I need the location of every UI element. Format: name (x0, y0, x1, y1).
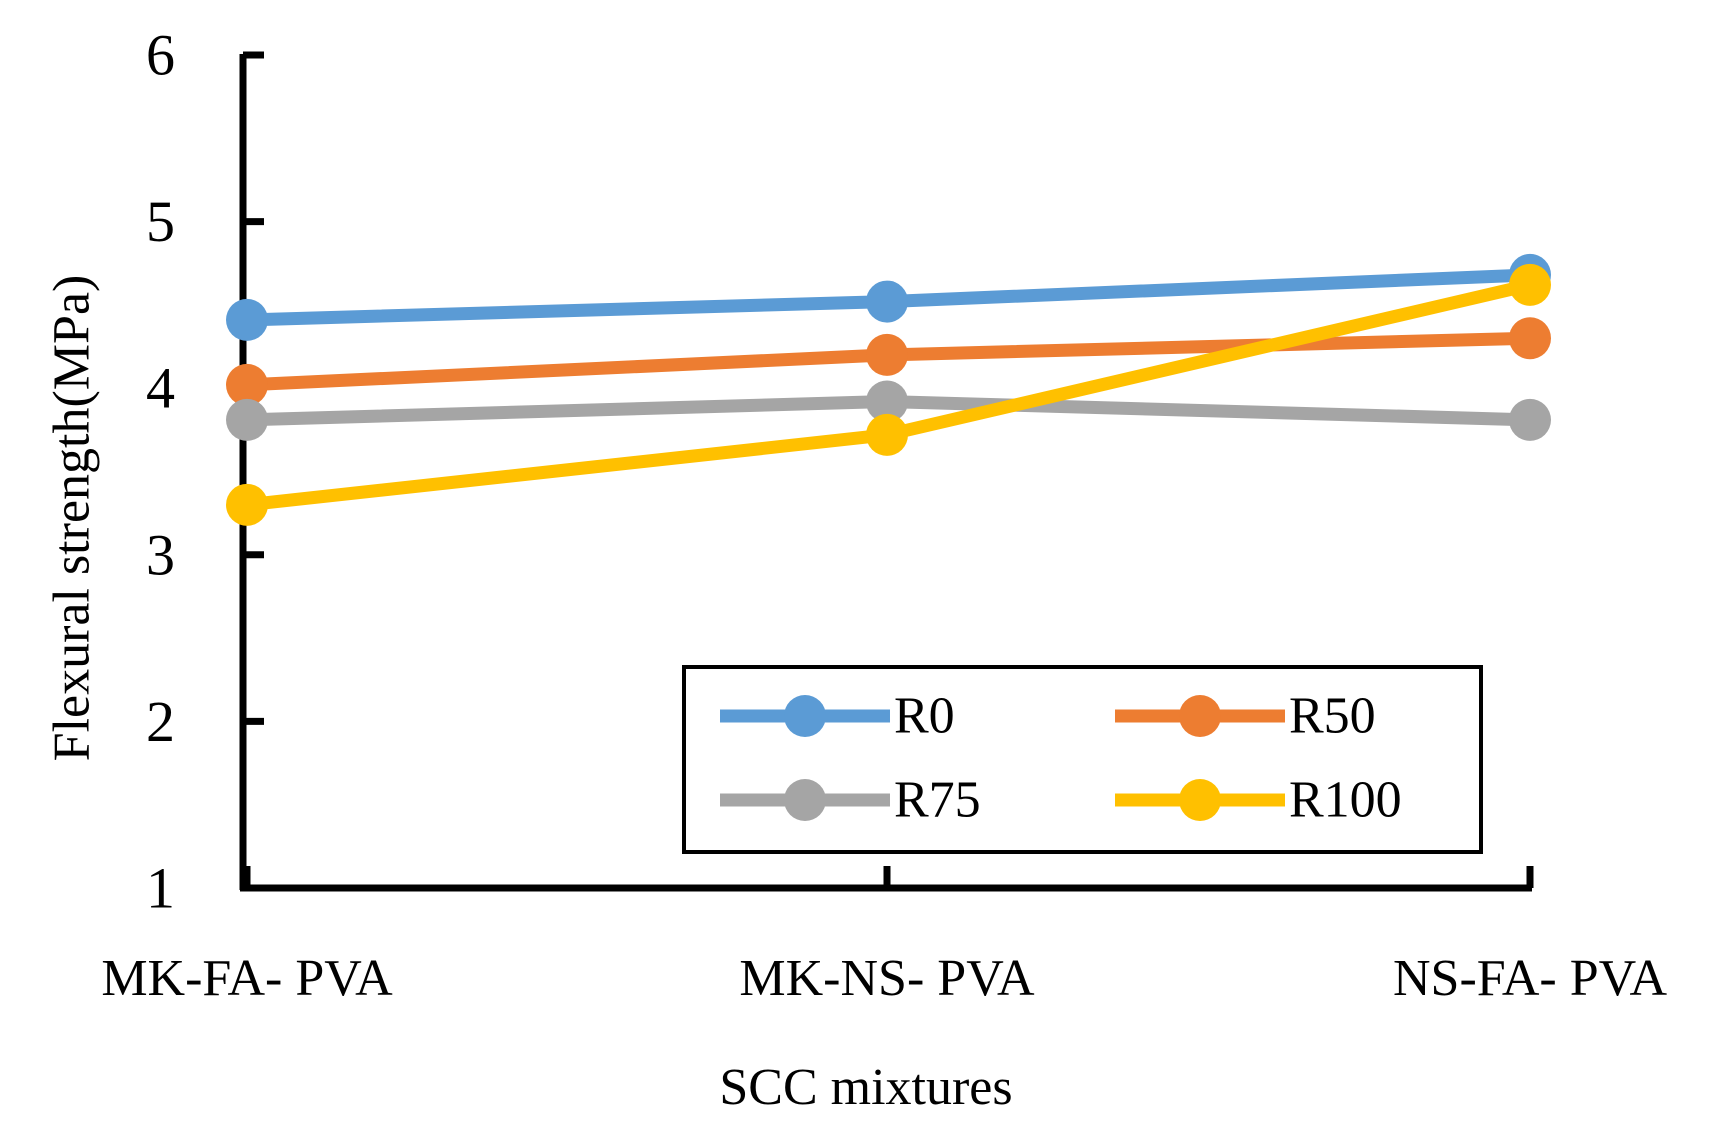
data-point (1509, 317, 1551, 360)
x-axis-title: SCC mixtures (719, 1059, 1012, 1116)
legend-label: R75 (894, 772, 981, 829)
legend-label: R0 (894, 688, 955, 745)
legend-item-r50: R50 (1115, 688, 1376, 745)
series-r75 (226, 380, 1551, 441)
legend-swatch-marker (784, 779, 826, 821)
legend-swatch-marker (1179, 779, 1221, 821)
series-r100 (226, 263, 1551, 526)
x-ticks: MK-FA- PVA MK-NS- PVA NS-FA- PVA (101, 866, 1667, 1007)
data-point (226, 398, 268, 441)
legend: R0 R50 R75 R100 (682, 665, 1483, 854)
data-point (1509, 398, 1551, 441)
series-layer (226, 253, 1551, 526)
series-r50 (226, 317, 1551, 406)
y-axis-title: Flexural strength(MPa) (44, 275, 101, 762)
legend-item-r100: R100 (1115, 772, 1402, 829)
data-point (866, 413, 908, 456)
legend-item-r0: R0 (720, 688, 955, 745)
data-point (226, 363, 268, 406)
y-ticks: 1 2 3 4 5 6 (146, 23, 264, 921)
legend-swatch-marker (784, 695, 826, 737)
legend-label: R100 (1289, 772, 1402, 829)
data-point (866, 280, 908, 323)
x-category-label: MK-NS- PVA (739, 950, 1035, 1007)
y-tick-label: 4 (146, 356, 175, 421)
data-point (226, 298, 268, 341)
data-point (866, 380, 908, 423)
series-r0 (226, 253, 1551, 341)
data-point (226, 483, 268, 526)
y-tick-label: 3 (146, 522, 175, 587)
data-point (1509, 263, 1551, 306)
y-tick-label: 1 (146, 856, 175, 921)
legend-box (682, 665, 1483, 854)
legend-item-r75: R75 (720, 772, 981, 829)
x-category-label: MK-FA- PVA (101, 950, 393, 1007)
y-tick-label: 5 (146, 189, 175, 254)
x-category-label: NS-FA- PVA (1393, 950, 1667, 1007)
legend-swatch-marker (1179, 695, 1221, 737)
data-point (866, 333, 908, 376)
y-tick-label: 2 (146, 689, 175, 754)
legend-label: R50 (1289, 688, 1376, 745)
y-tick-label: 6 (146, 23, 175, 88)
